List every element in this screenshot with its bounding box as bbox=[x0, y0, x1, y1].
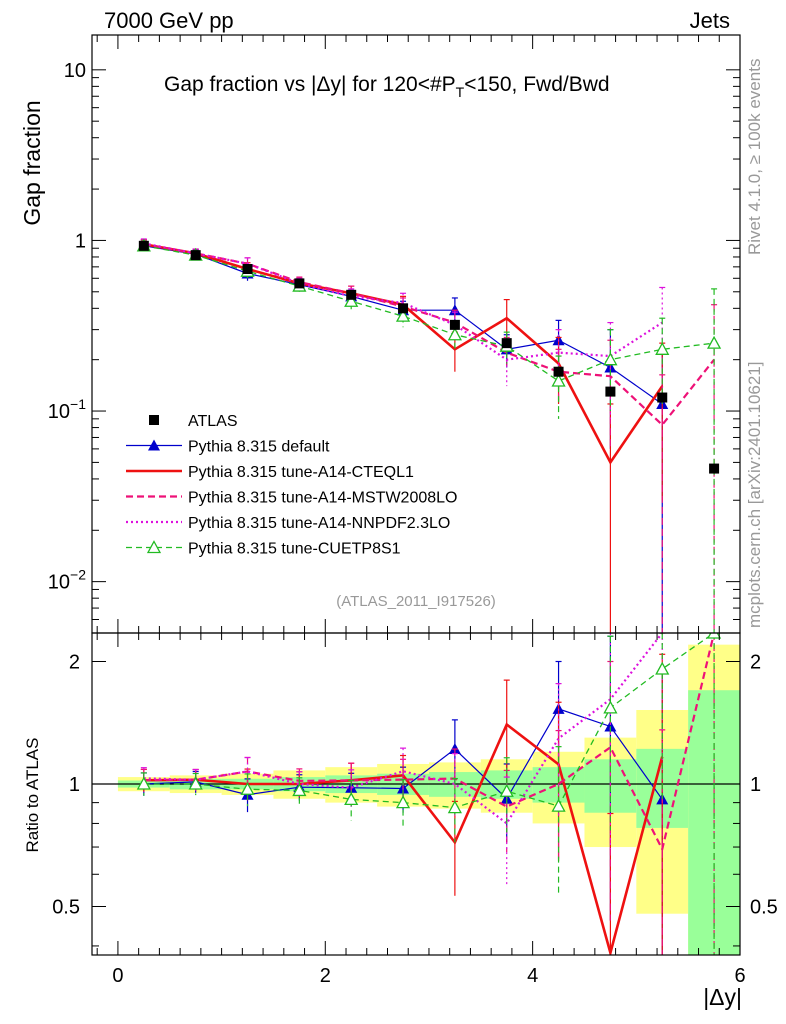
ratio-y-tick-label: 1 bbox=[69, 774, 80, 796]
series-line bbox=[143, 245, 715, 382]
title-tail: <150, Fwd/Bwd bbox=[464, 73, 609, 96]
series-marker bbox=[344, 293, 359, 307]
main-y-axis-label: Gap fraction bbox=[19, 100, 45, 225]
ratio-y-tick-label-right: 2 bbox=[750, 652, 761, 674]
title-main: Gap fraction vs |Δy| for 120<#P bbox=[164, 73, 456, 96]
main-panel-series bbox=[136, 238, 722, 633]
atlas-point bbox=[657, 392, 668, 403]
series-cuetp8s1 bbox=[136, 238, 722, 633]
process-label: Jets bbox=[690, 8, 730, 33]
atlas-point bbox=[449, 319, 460, 330]
ratio-frame bbox=[91, 632, 741, 956]
legend-label: ATLAS bbox=[188, 413, 238, 430]
atlas-point bbox=[294, 278, 305, 289]
ratio-marker bbox=[447, 800, 462, 814]
atlas-point bbox=[709, 463, 720, 474]
y-tick-label: 10 bbox=[64, 60, 86, 82]
series-mstw bbox=[140, 239, 718, 633]
series-atlas bbox=[138, 240, 720, 474]
series-marker bbox=[655, 341, 670, 355]
series-line bbox=[143, 242, 663, 361]
ratio-y-tick-label: 2 bbox=[69, 652, 80, 674]
energy-label: 7000 GeV pp bbox=[104, 8, 234, 33]
y-tick-label: 10−1 bbox=[48, 396, 86, 423]
mcplots-label: mcplots.cern.ch [arXiv:2401.10621] bbox=[745, 362, 764, 628]
ratio-marker bbox=[551, 798, 566, 812]
x-tick-label: 0 bbox=[112, 965, 123, 987]
legend-marker bbox=[149, 415, 159, 425]
series-line bbox=[143, 243, 715, 427]
series-marker bbox=[395, 308, 411, 322]
legend-label: Pythia 8.315 tune-A14-CTEQL1 bbox=[188, 464, 414, 481]
series-marker bbox=[603, 352, 618, 366]
ratio-marker bbox=[136, 776, 151, 790]
series-marker bbox=[551, 373, 566, 387]
x-tick-label: 4 bbox=[527, 965, 538, 987]
y-tick-label: 10−2 bbox=[48, 567, 86, 594]
x-tick-label: 6 bbox=[734, 965, 745, 987]
ratio-y-tick-label: 0.5 bbox=[52, 896, 80, 918]
ratio-uncertainty-bands bbox=[117, 644, 740, 955]
atlas-point bbox=[190, 250, 201, 261]
axis-ticks: 0 2 4 6 10 1 10−1 10−2 0.5 0.5 1 1 2 2 bbox=[48, 35, 778, 987]
x-axis-label: |Δy| bbox=[703, 984, 742, 1010]
ratio-marker bbox=[188, 776, 203, 790]
legend-label: Pythia 8.315 tune-A14-MSTW2008LO bbox=[188, 490, 457, 507]
ratio-series-line bbox=[143, 633, 716, 853]
ratio-y-tick-label-right: 1 bbox=[750, 774, 761, 796]
ratio-marker bbox=[292, 783, 307, 797]
x-tick-label: 2 bbox=[320, 965, 331, 987]
atlas-point bbox=[242, 264, 253, 275]
ratio-series-line bbox=[143, 633, 715, 809]
atlas-point bbox=[138, 240, 149, 251]
atlas-point bbox=[501, 338, 512, 349]
analysis-id: (ATLAS_2011_I917526) bbox=[336, 593, 496, 610]
series-marker bbox=[447, 327, 462, 341]
y-tick-label: 1 bbox=[75, 230, 86, 252]
ratio-marker bbox=[604, 720, 617, 732]
ratio-panel-series bbox=[136, 633, 722, 955]
ratio-y-axis-label: Ratio to ATLAS bbox=[23, 738, 42, 853]
legend-entry-cteql1: Pythia 8.315 tune-A14-CTEQL1 bbox=[126, 464, 414, 481]
atlas-point bbox=[605, 386, 616, 397]
legend: ATLAS Pythia 8.315 default Pythia 8.315 tu… bbox=[126, 413, 457, 558]
ratio-marker bbox=[344, 792, 359, 806]
ratio-series-cuetp8s1 bbox=[136, 633, 722, 955]
legend-entry-cuetp8s1: Pythia 8.315 tune-CUETP8S1 bbox=[126, 540, 401, 558]
ratio-marker bbox=[240, 781, 255, 795]
ratio-marker bbox=[395, 795, 411, 809]
panel-frames bbox=[91, 34, 741, 956]
legend-entry-atlas: ATLAS bbox=[149, 413, 238, 430]
chart-title: Gap fraction vs |Δy| for 120<#PT<150, Fw… bbox=[164, 73, 610, 100]
ratio-marker bbox=[603, 700, 618, 714]
atlas-point bbox=[398, 303, 409, 314]
legend-label: Pythia 8.315 tune-A14-NNPDF2.3LO bbox=[188, 515, 450, 532]
title-subscript: T bbox=[456, 84, 465, 100]
legend-marker bbox=[146, 540, 162, 554]
series-line bbox=[143, 245, 663, 405]
ratio-marker bbox=[655, 661, 670, 675]
legend-entry-mstw: Pythia 8.315 tune-A14-MSTW2008LO bbox=[126, 490, 457, 507]
legend-entry-nnpdf: Pythia 8.315 tune-A14-NNPDF2.3LO bbox=[126, 515, 450, 532]
series-nnpdf bbox=[140, 238, 666, 419]
legend-entry-default: Pythia 8.315 default bbox=[126, 439, 330, 456]
ratio-marker bbox=[499, 783, 514, 797]
ratio-y-tick-label-right: 0.5 bbox=[750, 896, 778, 918]
ratio-series-line bbox=[143, 633, 664, 826]
ratio-marker bbox=[706, 633, 722, 639]
atlas-point bbox=[346, 289, 357, 300]
legend-label: Pythia 8.315 tune-CUETP8S1 bbox=[188, 541, 401, 558]
legend-label: Pythia 8.315 default bbox=[188, 439, 330, 456]
rivet-version-label: Rivet 4.1.0, ≥ 100k events bbox=[745, 59, 764, 255]
series-marker bbox=[706, 335, 722, 349]
legend-marker bbox=[148, 439, 160, 451]
atlas-point bbox=[553, 366, 564, 377]
